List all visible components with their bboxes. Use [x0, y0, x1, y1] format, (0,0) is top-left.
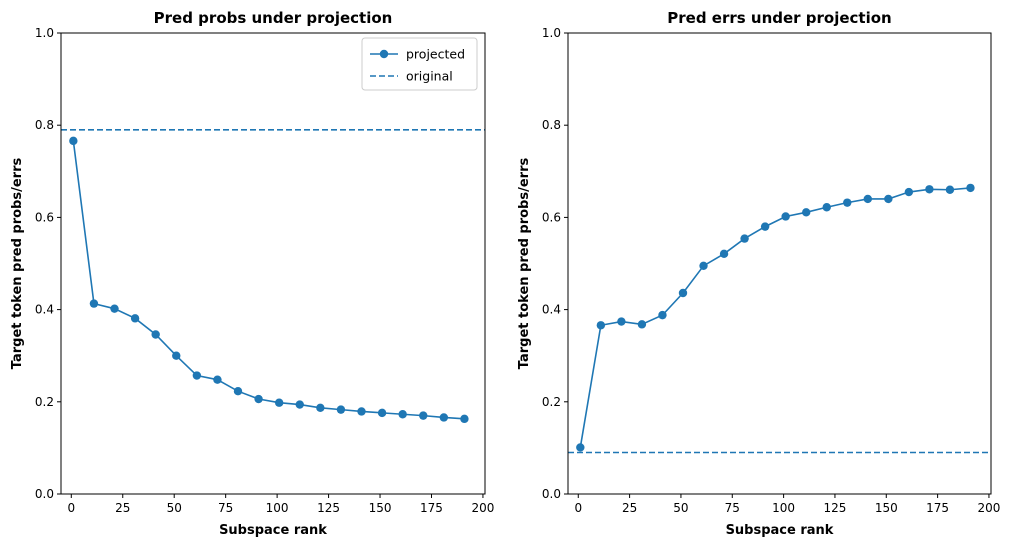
- x-tick-label: 150: [369, 501, 392, 515]
- data-point: [801, 208, 811, 217]
- chart-right: Pred errs under projection 0 25 50 75 100 125 1…: [517, 9, 1000, 538]
- data-point: [843, 198, 852, 207]
- plot-frame: [60, 32, 486, 495]
- x-tick-label: 0: [574, 501, 582, 515]
- x-tick-label: 200: [977, 501, 1000, 515]
- data-point: [336, 405, 346, 414]
- legend-projected-marker: [379, 49, 389, 59]
- data-point: [233, 386, 243, 396]
- data-point: [377, 408, 387, 418]
- data-point: [398, 410, 407, 419]
- x-tick-label: 150: [875, 501, 898, 515]
- x-tick-label: 25: [115, 501, 130, 515]
- data-point: [254, 394, 263, 404]
- x-tick-label: 50: [167, 501, 182, 515]
- data-point: [637, 320, 647, 329]
- data-point: [460, 414, 469, 424]
- data-point: [925, 185, 934, 194]
- data-point: [192, 371, 202, 380]
- x-axis-label: Subspace rank: [219, 523, 327, 538]
- chart-left: Pred probs under projection 0 25 50 75 100 125…: [10, 9, 494, 538]
- data-point: [576, 443, 585, 452]
- data-point: [678, 288, 688, 298]
- legend-box: [361, 37, 478, 91]
- x-tick-label: 100: [772, 501, 795, 515]
- data-point: [295, 400, 304, 409]
- y-tick-label: 0.8: [542, 118, 561, 132]
- x-tick-label: 25: [622, 501, 637, 515]
- legend-label-projected: projected: [406, 47, 465, 62]
- data-point: [69, 136, 78, 146]
- x-tick-label: 200: [471, 501, 494, 515]
- x-tick-label: 0: [67, 501, 75, 515]
- y-tick-label: 1.0: [35, 26, 54, 40]
- data-point: [596, 321, 606, 330]
- legend-label-original: original: [406, 69, 453, 84]
- x-tick-label: 175: [926, 501, 949, 515]
- data-point: [151, 330, 160, 339]
- data-point: [89, 299, 99, 308]
- data-point: [719, 249, 729, 259]
- data-point: [904, 187, 914, 197]
- y-tick-label: 0.4: [35, 303, 54, 317]
- data-point: [699, 261, 708, 271]
- y-tick-label: 0.0: [542, 487, 561, 501]
- data-point: [419, 411, 428, 420]
- data-point: [760, 222, 770, 231]
- data-point: [439, 413, 449, 422]
- y-tick-label: 0.0: [35, 487, 54, 501]
- y-tick-label: 0.6: [35, 210, 54, 224]
- data-point: [110, 304, 119, 313]
- y-tick-label: 0.2: [542, 395, 561, 409]
- x-tick-label: 75: [218, 501, 233, 515]
- y-tick-label: 0.6: [542, 210, 561, 224]
- x-tick-label: 75: [725, 501, 740, 515]
- data-point: [274, 398, 284, 407]
- data-point: [316, 403, 325, 412]
- x-axis-label: Subspace rank: [726, 523, 834, 538]
- data-point: [781, 212, 790, 221]
- legend: projected original: [361, 37, 478, 91]
- x-tick-label: 125: [823, 501, 846, 515]
- data-point: [966, 183, 975, 193]
- y-axis-label: Target token pred probs/errs: [10, 158, 25, 370]
- y-tick-label: 0.4: [542, 303, 561, 317]
- data-point: [357, 407, 366, 416]
- y-tick-label: 1.0: [542, 26, 561, 40]
- x-tick-label: 125: [317, 501, 340, 515]
- data-point: [863, 194, 872, 204]
- y-tick-label: 0.8: [35, 118, 54, 132]
- data-point: [172, 351, 181, 360]
- data-point: [884, 194, 893, 204]
- data-point: [213, 375, 222, 384]
- x-tick-label: 50: [673, 501, 688, 515]
- y-tick-label: 0.2: [35, 395, 54, 409]
- data-point: [822, 203, 831, 212]
- data-point: [617, 317, 626, 326]
- data-point: [740, 234, 749, 243]
- x-tick-label: 175: [420, 501, 443, 515]
- y-axis-label: Target token pred probs/errs: [517, 158, 532, 370]
- data-point: [130, 314, 140, 323]
- data-point: [945, 185, 955, 194]
- x-tick-label: 100: [266, 501, 289, 515]
- data-point: [658, 310, 667, 320]
- chart-title: Pred errs under projection: [667, 9, 891, 27]
- plot-frame: [567, 32, 992, 495]
- chart-title: Pred probs under projection: [154, 9, 393, 27]
